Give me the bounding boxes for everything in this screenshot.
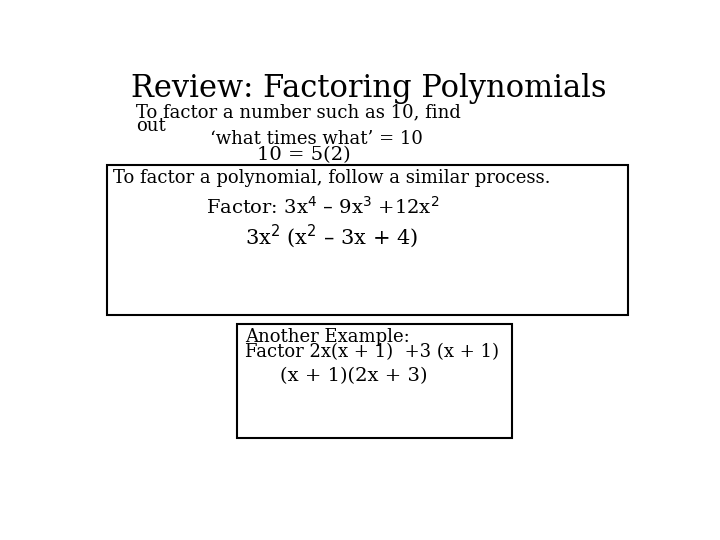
Text: To factor a number such as 10, find: To factor a number such as 10, find bbox=[137, 103, 462, 122]
Text: To factor a polynomial, follow a similar process.: To factor a polynomial, follow a similar… bbox=[113, 168, 551, 187]
Bar bbox=[238, 325, 513, 438]
Bar bbox=[107, 165, 628, 315]
Text: (x + 1)(2x + 3): (x + 1)(2x + 3) bbox=[280, 367, 428, 384]
Text: Factor: 3x$^4$ – 9x$^3$ +12x$^2$: Factor: 3x$^4$ – 9x$^3$ +12x$^2$ bbox=[206, 195, 440, 218]
Text: Another Example:: Another Example: bbox=[245, 328, 410, 346]
Text: 3x$^2$ (x$^2$ – 3x + 4): 3x$^2$ (x$^2$ – 3x + 4) bbox=[245, 222, 418, 250]
Text: ‘what times what’ = 10: ‘what times what’ = 10 bbox=[210, 130, 423, 148]
Text: 10 = 5(2): 10 = 5(2) bbox=[256, 146, 350, 164]
Text: Factor 2x(x + 1)  +3 (x + 1): Factor 2x(x + 1) +3 (x + 1) bbox=[245, 343, 499, 362]
Text: out: out bbox=[137, 117, 166, 135]
Text: Review: Factoring Polynomials: Review: Factoring Polynomials bbox=[131, 72, 607, 104]
